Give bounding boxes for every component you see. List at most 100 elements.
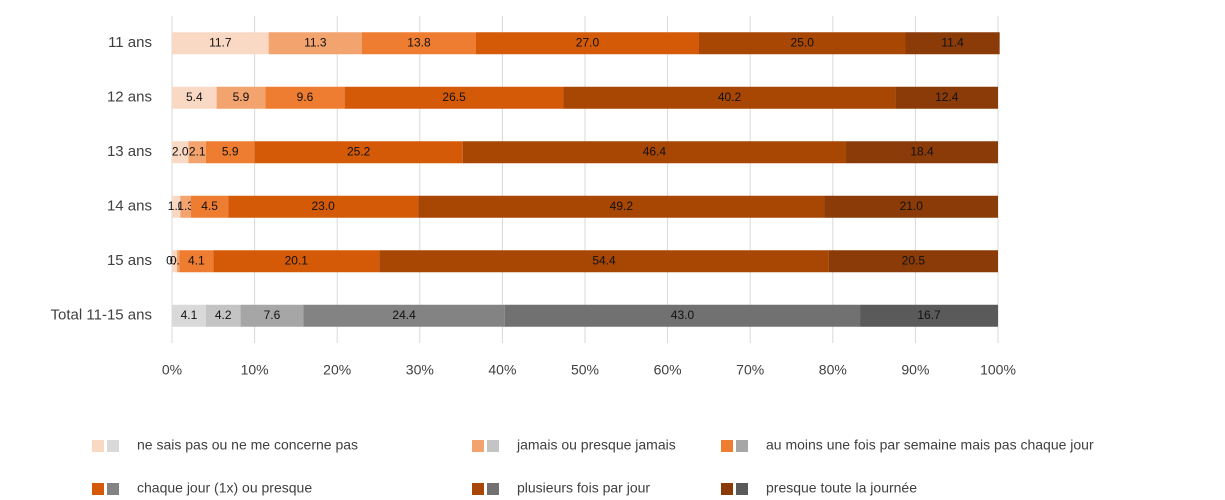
bar-segment [303,304,505,327]
value-label: 4.2 [215,308,232,322]
legend-label: jamais ou presque jamais [516,437,676,453]
bar-segment [172,32,269,55]
value-label: 54.4 [592,253,616,267]
legend-swatch [92,483,104,495]
legend-label: au moins une fois par semaine mais pas c… [766,437,1094,453]
bar-segment [462,141,847,164]
value-label: 26.5 [442,90,466,104]
bar-segment [213,250,380,273]
value-label: 23.0 [311,199,335,213]
bar-segment [563,86,896,109]
category-label: 12 ans [107,89,152,106]
legend-label: chaque jour (1x) ou presque [137,480,312,496]
category-label: 14 ans [107,198,152,215]
value-label: 40.2 [718,90,742,104]
category-label: Total 11-15 ans [51,307,152,324]
bar-segment [475,32,699,55]
value-label: 5.4 [186,90,203,104]
legend-swatch [487,483,499,495]
value-label: 20.1 [285,253,309,267]
value-label: 24.4 [392,308,416,322]
bar-segment [190,195,229,218]
bar-segment [504,304,861,327]
value-label: 13.8 [407,35,431,49]
value-label: 46.4 [643,144,667,158]
x-tick-label: 100% [980,362,1016,378]
legend-swatch [487,440,499,452]
bar-segment [172,250,177,273]
value-label: 43.0 [671,308,695,322]
value-label: 9.6 [297,90,314,104]
bar-segment [361,32,476,55]
x-tick-label: 90% [901,362,929,378]
x-tick-label: 40% [488,362,516,378]
value-label: 20.5 [902,253,926,267]
legend-label: ne sais pas ou ne me concerne pas [137,437,358,453]
value-label: 27.0 [576,35,600,49]
x-tick-label: 70% [736,362,764,378]
bar-segment [265,86,345,109]
bar-segment [824,195,998,218]
legend-swatch [472,440,484,452]
bar-segment [846,141,998,164]
legend-swatch [472,483,484,495]
bar-segment [379,250,829,273]
value-label: 2.1 [189,144,206,158]
value-label: 18.4 [910,144,934,158]
bar-segment [216,86,266,109]
category-label: 13 ans [107,143,152,160]
value-label: 25.0 [791,35,815,49]
value-label: 7.6 [264,308,281,322]
legend-label: presque toute la journée [766,480,917,496]
bar-segment [172,304,206,327]
value-label: 16.7 [917,308,941,322]
legend-label: plusieurs fois par jour [517,480,650,496]
bar-segment [895,86,998,109]
bar-segment [172,141,189,164]
legend-swatch [721,440,733,452]
bar-segment [344,86,564,109]
legend-swatch [92,440,104,452]
value-label: 2.0 [172,144,189,158]
bar-segment [240,304,304,327]
bar-segment [205,304,241,327]
bar-segment [176,250,180,273]
x-tick-label: 30% [406,362,434,378]
bar-segment [828,250,998,273]
value-label: 25.2 [347,144,371,158]
bar-segment [179,250,214,273]
value-label: 12.4 [935,90,959,104]
value-label: 11.7 [209,35,232,49]
x-tick-label: 60% [654,362,682,378]
bar-segment [905,32,1000,55]
bar-segment [172,195,181,218]
bar-segment [172,86,217,109]
value-label: 4.1 [181,308,198,322]
x-tick-label: 20% [323,362,351,378]
value-label: 5.9 [222,144,239,158]
value-label: 4.5 [201,199,218,213]
category-label: 15 ans [107,252,152,269]
x-tick-label: 50% [571,362,599,378]
bar-segment [268,32,362,55]
bar-segment [254,141,463,164]
legend-swatch [736,440,748,452]
bar-segment [205,141,255,164]
legend-swatch [721,483,733,495]
x-tick-label: 80% [819,362,847,378]
x-tick-label: 10% [241,362,269,378]
bar-segment [180,195,191,218]
bar-segment [418,195,825,218]
bar-segment [188,141,206,164]
value-label: 11.4 [941,35,964,49]
value-label: 4.1 [188,253,205,267]
legend-swatch [736,483,748,495]
value-label: 49.2 [610,199,634,213]
bar-segment [228,195,419,218]
legend-swatch [107,440,119,452]
category-label: 11 ans [108,34,152,51]
legend-swatch [107,483,119,495]
x-tick-label: 0% [162,362,182,378]
value-label: 21.0 [900,199,924,213]
